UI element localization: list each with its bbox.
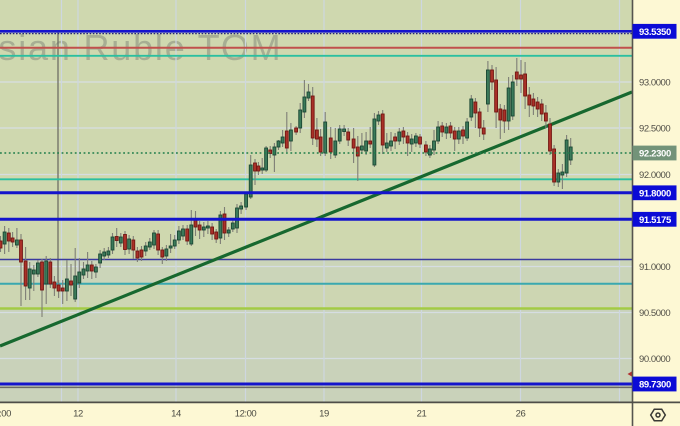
svg-text:91.8000: 91.8000: [639, 188, 671, 199]
svg-text:92.2300: 92.2300: [639, 149, 671, 160]
svg-text:92.0000: 92.0000: [639, 170, 670, 181]
svg-text:19: 19: [319, 409, 329, 420]
svg-text:14: 14: [171, 409, 181, 420]
svg-text:91.0000: 91.0000: [639, 262, 670, 273]
svg-text:90.0000: 90.0000: [639, 354, 670, 365]
svg-text:93.5350: 93.5350: [639, 27, 671, 38]
svg-text:89.7300: 89.7300: [639, 380, 671, 391]
svg-text:12: 12: [73, 409, 83, 420]
svg-text:12:00: 12:00: [0, 409, 11, 420]
svg-text:26: 26: [516, 409, 526, 420]
svg-text:12:00: 12:00: [235, 409, 257, 420]
svg-text:92.5000: 92.5000: [639, 124, 670, 135]
svg-text:93.0000: 93.0000: [639, 78, 670, 89]
svg-text:21: 21: [417, 409, 427, 420]
svg-text:90.5000: 90.5000: [639, 308, 670, 319]
svg-text:91.5175: 91.5175: [639, 215, 672, 226]
